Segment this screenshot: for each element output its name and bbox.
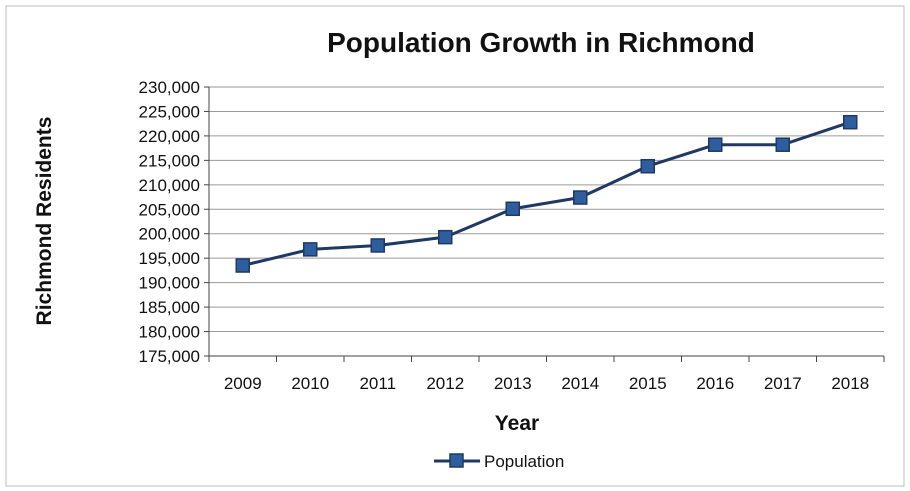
y-tick-label: 180,000 — [139, 323, 200, 342]
legend-label-population: Population — [484, 452, 564, 471]
x-tick-labels: 2009 2010 2011 2012 2013 2014 2015 2016 2017 2018 — [224, 374, 869, 393]
x-tick-label: 2017 — [764, 374, 802, 393]
series-line-population — [242, 120, 851, 267]
axes — [208, 87, 885, 362]
x-tick-label: 2010 — [291, 374, 329, 393]
x-tick-label: 2015 — [629, 374, 667, 393]
y-tick-label: 205,000 — [139, 200, 200, 219]
data-point-2013 — [505, 201, 520, 217]
data-point-2016 — [708, 137, 723, 152]
y-tick-label: 175,000 — [139, 347, 200, 366]
y-tick-label: 190,000 — [139, 274, 200, 293]
data-point-2014 — [573, 190, 588, 205]
y-tick-label: 225,000 — [139, 102, 200, 121]
x-tick-label: 2014 — [561, 374, 599, 393]
data-point-2015 — [640, 158, 655, 174]
x-tick-label: 2011 — [359, 374, 396, 393]
data-point-2018 — [843, 114, 858, 130]
chart-title: Population Growth in Richmond — [327, 27, 755, 58]
y-tick-label: 200,000 — [139, 225, 200, 244]
y-tick-label: 220,000 — [139, 127, 200, 146]
data-point-2009 — [235, 258, 250, 273]
x-tick-label: 2016 — [696, 374, 734, 393]
x-tick-label: 2018 — [831, 374, 869, 393]
y-tick-label: 230,000 — [139, 78, 200, 97]
data-point-2011 — [370, 238, 385, 253]
data-point-2010 — [303, 242, 318, 257]
legend: Population — [434, 452, 564, 471]
x-tick-label: 2013 — [494, 374, 532, 393]
y-tick-label: 215,000 — [139, 151, 200, 170]
y-tick-label: 210,000 — [139, 176, 200, 195]
data-point-2017 — [775, 137, 790, 152]
series-population — [235, 114, 858, 273]
x-tick-label: 2009 — [224, 374, 262, 393]
x-axis-title: Year — [495, 412, 539, 435]
y-tick-label: 195,000 — [139, 249, 200, 268]
x-tick-label: 2012 — [426, 374, 464, 393]
y-tick-label: 185,000 — [139, 298, 200, 317]
data-point-2012 — [438, 229, 453, 245]
y-tick-labels: 175,000 180,000 185,000 190,000 195,000 200,0… — [139, 78, 200, 366]
legend-marker — [449, 453, 464, 468]
chart-border — [5, 5, 905, 487]
y-axis-title: Richmond Residents — [33, 117, 56, 326]
